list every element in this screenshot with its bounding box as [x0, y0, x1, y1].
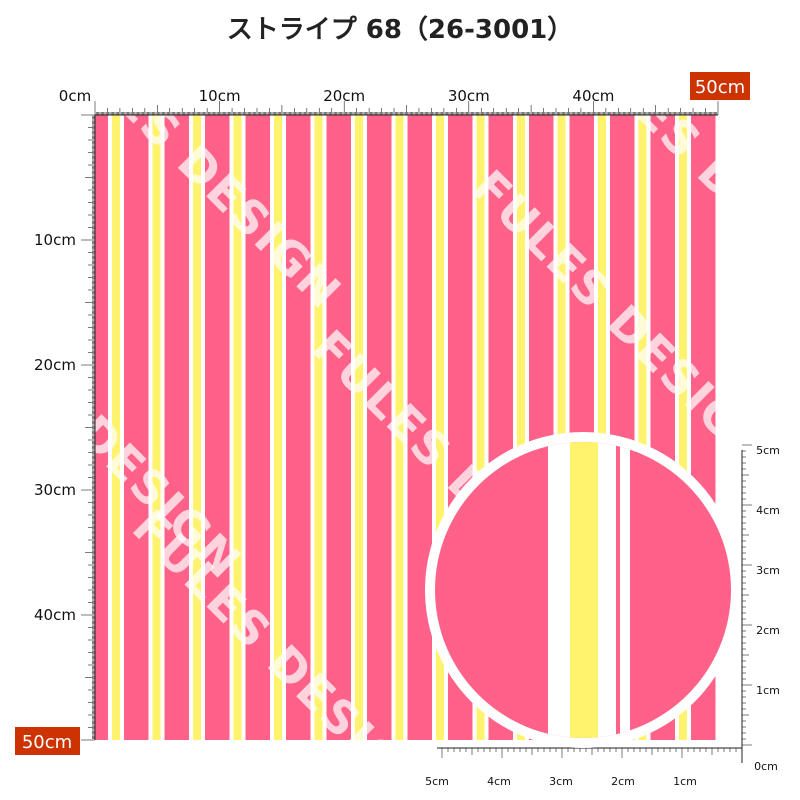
- rulers: [81, 101, 752, 763]
- top-ruler-label: 20cm: [323, 87, 365, 105]
- size-badge: [15, 727, 80, 755]
- left-ruler-label: 50cm: [22, 732, 72, 753]
- zoom-view: [435, 442, 731, 738]
- left-ruler-label: 10cm: [34, 231, 76, 249]
- left-ruler-label: 30cm: [34, 481, 76, 499]
- zoom-ruler-label: 1cm: [756, 684, 780, 697]
- zoom-ruler-label: 5cm: [425, 775, 449, 788]
- title: ストライプ 68（26-3001）: [227, 15, 574, 45]
- zoom-ruler-label: 0cm: [754, 760, 778, 773]
- zoom-ruler-label: 3cm: [756, 564, 780, 577]
- top-ruler-label: 40cm: [572, 87, 614, 105]
- left-ruler-label: 20cm: [34, 356, 76, 374]
- zoom-ruler-label: 3cm: [549, 775, 573, 788]
- top-ruler-label: 0cm: [59, 87, 91, 105]
- left-ruler-label: 40cm: [34, 606, 76, 624]
- zoom-ruler-label: 5cm: [756, 444, 780, 457]
- zoom-ruler-label: 4cm: [756, 504, 780, 517]
- top-ruler-label: 10cm: [199, 87, 241, 105]
- zoom-ruler-label: 4cm: [487, 775, 511, 788]
- top-ruler-label: 30cm: [448, 87, 490, 105]
- zoom-ruler-label: 1cm: [673, 775, 697, 788]
- zoom-ruler-label: 2cm: [611, 775, 635, 788]
- top-ruler-label: 50cm: [695, 77, 745, 98]
- zoom-ruler-label: 2cm: [756, 624, 780, 637]
- size-badge: [690, 72, 750, 100]
